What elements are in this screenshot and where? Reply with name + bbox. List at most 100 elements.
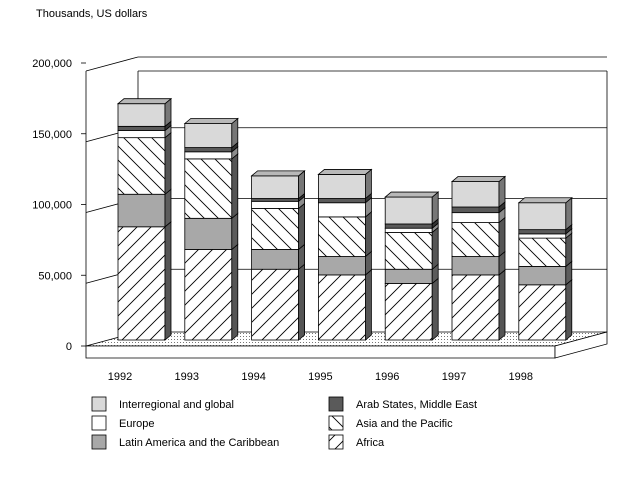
bar-side [565,232,573,268]
x-tick-label: 1993 [175,371,199,383]
legend-swatch [328,434,344,450]
bar-face [518,202,567,231]
bar-face [251,198,300,202]
floor-front-edge [85,345,556,359]
bar-face [384,227,433,233]
bar-face [184,147,233,153]
bar-face [184,123,233,148]
bar-face [384,196,433,225]
bar-face [451,212,500,223]
legend-item: Interregional and global [91,396,234,412]
bar-face [451,206,500,214]
bar-side [164,131,172,196]
y-tick-label: 50,000 [38,270,72,282]
bar-face [184,249,233,341]
bar-face [117,137,166,195]
bar-segment [317,211,372,258]
legend-label: Latin America and the Caribbean [119,437,279,449]
legend-swatch [91,396,107,412]
bar-face [451,181,500,208]
legend-item: Europe [91,415,154,431]
bar-face [251,249,300,270]
legend-swatch [91,434,107,450]
bar-side [498,216,506,258]
bar-face [518,284,567,341]
bar-segment [518,196,573,231]
bar-top [517,197,573,204]
bar-side [298,263,306,341]
x-tick-label: 1997 [442,371,466,383]
bar-side [231,243,239,341]
bar-face [251,200,300,209]
bar-face [117,125,166,131]
bar-segment [184,212,239,251]
bar-face [518,229,567,235]
legend-item: Asia and the Pacific [328,415,453,431]
bar-side [431,191,439,225]
bar-segment [518,232,573,268]
legend-item: Latin America and the Caribbean [91,434,279,450]
bar-top [317,169,373,175]
x-tick-label: 1992 [108,371,132,383]
bar-face [384,232,433,270]
bar-segment [451,269,506,341]
bar-segment [451,216,506,258]
bar-face [251,208,300,250]
bar-face [184,151,233,160]
bar-face [117,130,166,139]
y-tick-label: 200,000 [32,58,72,70]
bar-face [384,268,433,284]
x-tick-label: 1998 [509,371,533,383]
bar-top [384,191,440,198]
bar-face [117,226,166,341]
bar-top [116,98,173,105]
x-tick-label: 1994 [241,371,265,383]
bar-segment [317,250,372,276]
bar-face [518,233,567,239]
bar-segment [117,220,172,341]
bar-face [317,274,366,341]
bar-segment [251,202,306,251]
legend-swatch [328,415,344,431]
bar-face [317,174,366,199]
bar-segment [384,191,439,225]
bar-segment [184,243,239,341]
bar-face [451,274,500,341]
bar-segment [384,226,439,271]
bar-side [498,269,506,341]
bar-top [250,170,306,177]
y-tick-label: 100,000 [32,200,72,212]
grid-diagonal [85,56,139,72]
bar-face [451,222,500,257]
x-axis-tick-labels: 1992 1993 1994 1995 1996 1997 1998 [108,371,533,383]
x-tick-label: 1996 [375,371,399,383]
bar-face [184,158,233,219]
bar-side [431,277,439,341]
bar-face [317,198,366,204]
bar-side [164,188,172,228]
bar-segment [251,243,306,271]
bar-face [184,217,233,250]
bar-side [565,278,573,341]
legend-item: Africa [328,434,385,450]
bar-segment [251,170,306,200]
legend-label: Asia and the Pacific [356,418,453,430]
bar-top [183,118,239,124]
legend-item: Arab States, Middle East [328,396,477,412]
bar-side [431,226,439,271]
bar-face [317,256,366,276]
bar-segment [184,153,239,220]
legend-label: Interregional and global [119,399,234,411]
bar-face [451,256,500,276]
bar-segment [117,131,172,196]
bar-face [251,175,300,199]
legend-label: Arab States, Middle East [356,399,477,411]
bar-side [565,196,573,231]
y-axis-title: Thousands, US dollars [36,8,148,20]
bar-side [231,212,239,251]
bar-face [251,268,300,341]
legend-label: Europe [119,418,154,430]
bar-face [317,202,366,218]
bars [116,97,573,341]
